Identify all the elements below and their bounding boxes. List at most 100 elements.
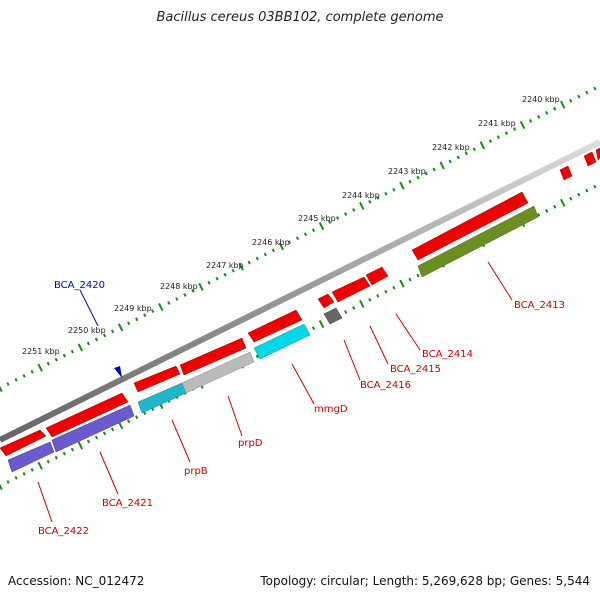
inner-tick-mark [135,415,139,420]
feature-darkgray-1[interactable] [323,307,343,325]
outer-tick-mark [191,289,195,293]
outer-tick-mark [30,369,34,374]
outer-tick-mark [86,341,91,346]
outer-tick-mark [352,208,356,212]
outer-tick-mark [6,382,10,386]
inner-tick-mark [352,306,356,310]
feature-forward-8[interactable] [365,266,389,286]
outer-tick-mark [94,337,99,342]
tick-label: 2248 kbp [160,282,198,291]
outer-tick-mark [488,139,492,144]
inner-tick-mark [77,441,84,450]
genome-backbone [0,139,600,443]
inner-tick-mark [110,427,115,432]
inner-tick-mark [593,184,597,189]
summary-text: Topology: circular; Length: 5,269,628 bp… [260,574,590,588]
inner-tick-mark [6,480,10,484]
tick-label: 2251 kbp [22,347,60,356]
outer-tick-mark [151,309,155,313]
outer-tick-mark [183,293,187,297]
gene-label-BCA_2421[interactable]: BCA_2421 [102,498,153,509]
outer-tick-mark [238,262,244,271]
tick-label: 2242 kbp [432,143,470,152]
feature-forward-10[interactable] [559,165,573,181]
inner-tick-mark [102,431,107,436]
outer-tick-mark [432,167,436,172]
feature-purple-2[interactable] [51,404,135,453]
outer-tick-mark [46,361,50,366]
feature-forward-11[interactable] [583,151,597,167]
outer-tick-mark [303,232,308,237]
gene-leader-lines [37,261,513,523]
outer-tick-mark [287,240,292,245]
inner-tick-mark [560,198,566,207]
outer-tick-mark [472,147,476,152]
leader-line-BCA_2420 [79,289,99,327]
outer-tick-mark [263,252,267,257]
gene-label-BCA_2422[interactable]: BCA_2422 [38,526,89,537]
feature-forward-9[interactable] [411,191,529,261]
inner-tick-mark [399,279,405,288]
outer-tick-mark [439,161,445,170]
inner-tick-mark [569,196,573,201]
outer-tick-mark [368,199,372,204]
lower-strand-features [7,205,539,473]
feature-forward-3[interactable] [133,365,181,393]
inner-tick-mark [553,204,557,209]
tick-label: 2243 kbp [388,167,426,176]
outer-tick-mark [231,268,235,273]
inner-tick-mark [14,476,18,480]
gene-label-BCA_2420[interactable]: BCA_2420 [54,280,105,291]
inner-tick-mark [416,273,420,278]
gene-label-prpD[interactable]: prpD [238,438,263,449]
feature-purple-1[interactable] [7,441,55,473]
feature-forward-5[interactable] [247,309,303,343]
inner-tick-mark [70,447,74,452]
outer-tick-mark [117,323,124,332]
feature-forward-1[interactable] [0,429,47,457]
gene-label-mmgD[interactable]: mmgD [314,404,348,415]
gene-label-BCA_2416[interactable]: BCA_2416 [360,380,411,391]
outer-tick-mark [512,127,517,131]
outer-tick-mark [215,276,219,281]
outer-tick-mark [344,212,348,216]
outer-tick-mark [537,115,541,119]
outer-tick-mark [295,236,300,241]
feature-forward-6[interactable] [317,293,335,309]
tick-label: 2247 kbp [206,261,244,270]
outer-tick-mark [311,228,316,233]
forward-strand-features [0,147,600,457]
outer-tick-mark [464,151,468,156]
feature-forward-12[interactable] [595,147,600,161]
inner-tick-mark [311,326,316,331]
inner-tick-mark [344,310,348,314]
feature-olive-1[interactable] [417,205,539,278]
feature-forward-4[interactable] [179,337,247,376]
feature-gray-1[interactable] [181,351,255,394]
map-title: Bacillus cereus 03BB102, complete genome [156,10,444,25]
outer-tick-mark [528,119,533,123]
outer-tick-mark [496,135,501,140]
gene-label-BCA_2414[interactable]: BCA_2414 [422,349,473,360]
inner-tick-mark [585,188,589,193]
outer-tick-mark [408,179,412,184]
gene-label-BCA_2415[interactable]: BCA_2415 [390,364,441,375]
gene-labels: BCA_2413 BCA_2414 BCA_2415 BCA_2416 mmgD… [38,280,565,537]
tick-label: 2244 kbp [342,191,380,200]
outer-tick-mark [167,301,171,305]
tick-label: 2240 kbp [522,95,560,104]
outer-tick-mark [255,256,259,261]
gene-label-prpB[interactable]: prpB [184,466,208,477]
feature-forward-7[interactable] [331,276,371,303]
inner-tick-mark [318,320,325,329]
inner-tick-mark [86,439,91,444]
feature-cyan-1[interactable] [253,323,311,360]
outer-tick-mark [278,242,285,251]
gene-label-BCA_2413[interactable]: BCA_2413 [514,300,565,311]
inner-tick-mark [37,461,43,470]
inner-tick-mark [54,455,58,460]
blue-marker-icon[interactable] [114,366,122,378]
feature-forward-2[interactable] [45,392,129,438]
outer-tick-mark [0,385,3,393]
